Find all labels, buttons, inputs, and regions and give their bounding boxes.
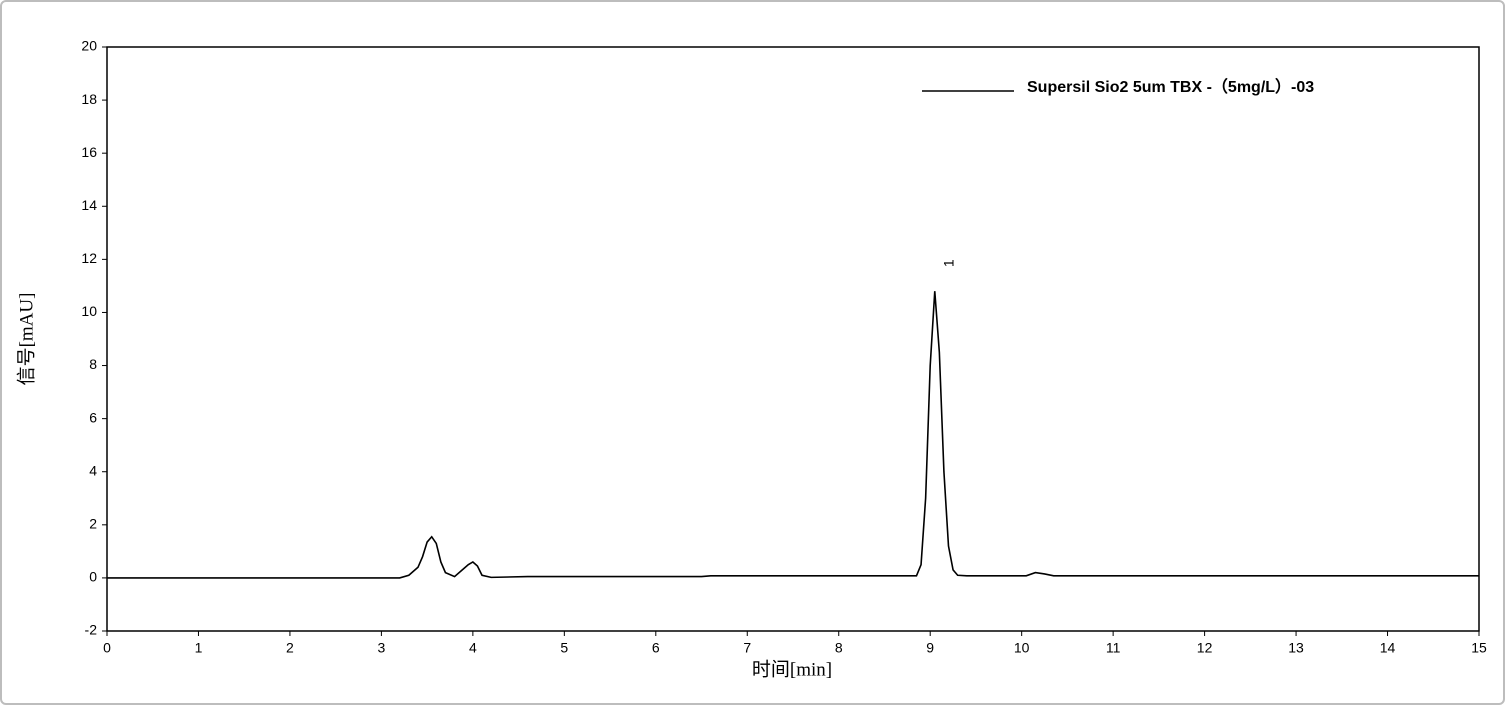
- y-tick-label: 6: [89, 409, 97, 425]
- y-tick-label: 18: [81, 91, 97, 107]
- x-tick-label: 3: [378, 640, 386, 656]
- y-tick-label: 8: [89, 356, 97, 372]
- x-tick-label: 10: [1014, 640, 1030, 656]
- x-tick-label: 15: [1471, 640, 1487, 656]
- y-axis-label: 信号[mAU]: [15, 293, 37, 386]
- trace-line: [107, 291, 1479, 579]
- y-tick-label: 0: [89, 569, 97, 585]
- x-tick-label: 7: [743, 640, 751, 656]
- y-tick-label: 2: [89, 516, 97, 532]
- y-tick-label: 4: [89, 462, 97, 478]
- x-tick-label: 14: [1380, 640, 1396, 656]
- plot-area: [106, 46, 1480, 632]
- x-tick-label: 0: [103, 640, 111, 656]
- x-tick-label: 1: [195, 640, 203, 656]
- x-tick-label: 4: [469, 640, 477, 656]
- x-tick-label: 12: [1197, 640, 1213, 656]
- x-tick-label: 9: [926, 640, 934, 656]
- y-tick-label: 14: [81, 197, 97, 213]
- x-tick-label: 5: [560, 640, 568, 656]
- y-tick-label: 12: [81, 250, 97, 266]
- y-tick-label: 20: [81, 38, 97, 54]
- x-tick-label: 2: [286, 640, 294, 656]
- x-tick-label: 11: [1106, 640, 1121, 656]
- y-tick-label: 10: [81, 303, 97, 319]
- legend-label: Supersil Sio2 5um TBX -（5mg/L）-03: [1027, 78, 1314, 96]
- peak-label: 1: [940, 259, 956, 267]
- x-tick-label: 6: [652, 640, 660, 656]
- y-tick-label: 16: [81, 144, 97, 160]
- x-axis-label: 时间[min]: [752, 658, 832, 680]
- x-tick-label: 13: [1288, 640, 1304, 656]
- y-tick-label: -2: [85, 622, 98, 638]
- x-tick-label: 8: [835, 640, 843, 656]
